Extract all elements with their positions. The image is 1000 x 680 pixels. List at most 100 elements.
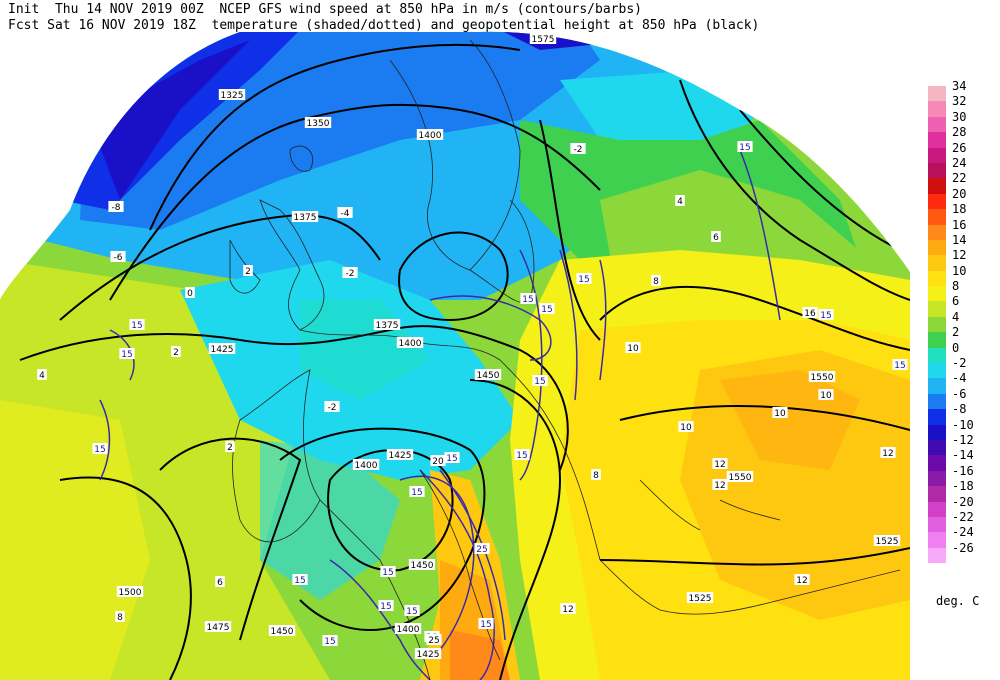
weather-map: 1325135014001375137514001425145014251400… [0,31,910,680]
height-contour-labels: 1325135014001375137514001425145014251400… [116,33,901,660]
wind-label: 15 [534,377,545,387]
label-background [808,371,836,382]
legend-label: 4 [952,309,960,324]
legend-swatch [928,439,946,456]
temp-label: -2 [574,145,583,155]
legend-swatch [928,86,946,102]
legend-level: 12 [928,248,1000,271]
height-label: 1400 [355,461,378,471]
label-background [711,231,721,242]
label-background [373,319,401,330]
temp-label: -6 [114,253,123,263]
height-label: 1375 [376,321,399,331]
label-background [726,471,754,482]
init-time: Init Thu 14 NOV 2019 00Z [8,2,204,17]
legend-label: 18 [952,202,967,217]
coastlines [229,39,901,680]
legend-label: -18 [952,479,974,494]
legend-label: 22 [952,171,967,186]
legend-label: -20 [952,494,974,509]
label-background [430,455,446,466]
legend-swatch [928,270,946,287]
title-line1: NCEP GFS wind speed at 850 hPa in m/s (c… [219,2,642,17]
legend-swatch [928,193,946,210]
legend-label: 12 [952,248,967,263]
temp-label: 10 [680,423,692,433]
height-label: 1450 [411,561,434,571]
label-background [243,265,253,276]
legend-level: -14 [928,448,1000,471]
label-background [560,603,576,614]
legend-level: 26 [928,141,1000,163]
temp-label: 12 [714,460,725,470]
label-background [324,401,340,412]
title-line2: temperature (shaded/dotted) and geopoten… [211,18,760,33]
legend-level: 0 [928,341,1000,364]
label-background [380,566,396,577]
height-label: 1525 [876,537,899,547]
map-header: Init Thu 14 NOV 2019 00Z NCEP GFS wind s… [8,2,759,34]
temp-label: 20 [432,457,444,467]
legend-swatch [928,363,946,379]
legend-label: 16 [952,217,967,232]
label-background [675,195,685,206]
label-background [880,447,896,458]
label-background [818,389,834,400]
label-background [304,117,332,128]
label-background [337,207,353,218]
label-background [686,592,714,603]
legend-swatch [928,147,946,163]
wind-label: 15 [406,607,417,617]
legend-level: -4 [928,371,1000,394]
legend-swatch [928,178,946,194]
legend-label: -16 [952,463,974,478]
wind-label: 15 [380,602,391,612]
wind-label: 15 [578,275,589,285]
wind-label: 15 [382,568,393,578]
legend-label: -8 [952,402,967,417]
temp-label: 25 [428,636,439,646]
legend-label: -10 [952,417,974,432]
legend-label: 34 [952,79,967,93]
label-background [394,623,422,634]
legend-swatch [928,532,946,548]
label-background [110,251,126,262]
label-background [396,337,424,348]
height-label: 1375 [294,213,317,223]
label-background [426,634,442,645]
label-background [576,273,592,284]
legend-swatch [928,424,946,440]
legend-level: 4 [928,310,1000,333]
temperature-legend: 34 32 30 28 26 24 22 20 18 16 14 12 10 8 6 4 2 0 -2 -4 -6 -8-… [928,79,1000,564]
legend-label: 32 [952,94,967,109]
legend-level: 10 [928,264,1000,287]
label-background [291,211,319,222]
label-background [414,648,442,659]
height-label: 1425 [211,345,234,355]
label-background [115,611,125,622]
wind-label: 15 [894,361,905,371]
legend-label: -4 [952,371,967,386]
legend-swatch [928,132,946,148]
label-background [108,201,124,212]
legend-swatch [928,547,946,564]
height-label: 1450 [271,627,294,637]
legend-swatch [928,116,946,133]
label-background [514,449,530,460]
legend-level: -10 [928,418,1000,440]
label-background [37,369,47,380]
temperature-shading [0,31,910,680]
height-label: 1400 [397,625,420,635]
height-label: 1350 [307,119,330,129]
legend-level: 32 [928,94,1000,117]
temp-label: 8 [117,613,123,623]
temp-label: 6 [713,233,719,243]
label-background [520,293,536,304]
label-background [539,303,555,314]
temp-label: -8 [112,203,121,213]
label-background [772,407,788,418]
legend-swatch [928,455,946,471]
temp-label: -2 [328,403,337,413]
legend-level: -12 [928,433,1000,456]
height-label: 1500 [119,588,142,598]
